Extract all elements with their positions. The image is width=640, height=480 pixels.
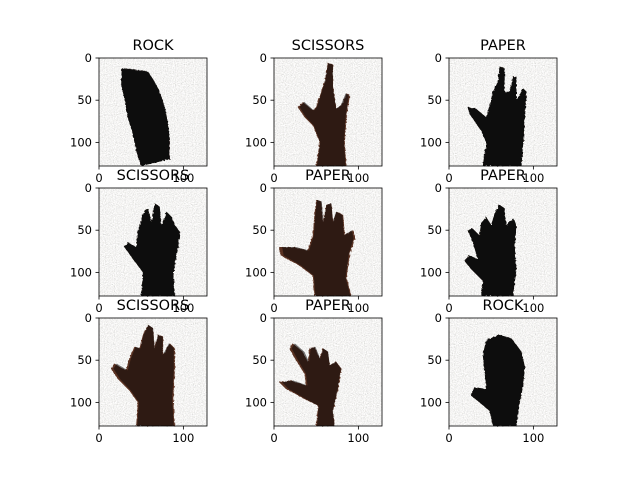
hand-silhouette — [464, 204, 517, 296]
axes-frame — [273, 57, 383, 167]
hand-silhouette — [297, 63, 350, 166]
axes-frame — [98, 187, 208, 297]
hand-silhouette — [279, 343, 342, 426]
hand-silhouette — [110, 324, 175, 426]
subplot-title: SCISSORS — [117, 168, 190, 184]
subplot-title: PAPER — [305, 298, 351, 314]
x-tick-label: 0 — [95, 431, 102, 445]
y-tick-label: 100 — [420, 395, 442, 409]
y-tick-label: 100 — [70, 265, 92, 279]
y-tick-label: 50 — [252, 223, 267, 237]
x-tick-label: 0 — [270, 171, 277, 185]
y-tick-label: 0 — [260, 51, 267, 65]
y-tick-label: 100 — [245, 135, 267, 149]
y-tick-label: 50 — [427, 353, 442, 367]
axes-frame — [448, 57, 558, 167]
y-tick-label: 0 — [435, 51, 442, 65]
y-tick-label: 50 — [252, 353, 267, 367]
x-tick-label: 0 — [445, 431, 452, 445]
y-tick-label: 0 — [85, 51, 92, 65]
y-tick-label: 100 — [70, 135, 92, 149]
y-tick-label: 50 — [77, 353, 92, 367]
hand-silhouette — [467, 66, 527, 166]
axes-frame — [448, 317, 558, 427]
hand-shadow — [113, 324, 174, 426]
hand-shape — [120, 68, 170, 166]
y-tick-label: 50 — [77, 223, 92, 237]
subplot-title: ROCK — [482, 298, 524, 314]
y-tick-label: 100 — [420, 135, 442, 149]
y-tick-label: 50 — [427, 223, 442, 237]
subplot-title: SCISSORS — [117, 298, 190, 314]
hand-silhouette — [470, 334, 525, 426]
subplot-title: PAPER — [480, 38, 526, 54]
hand-silhouette — [120, 68, 170, 166]
y-tick-label: 100 — [420, 265, 442, 279]
subplot-title: SCISSORS — [292, 38, 365, 54]
x-tick-label: 100 — [172, 301, 194, 315]
y-tick-label: 0 — [260, 311, 267, 325]
axes-frame — [273, 187, 383, 297]
hand-shape — [124, 203, 180, 296]
hand-silhouette — [124, 203, 180, 296]
y-tick-label: 50 — [77, 93, 92, 107]
subplot-title: PAPER — [480, 168, 526, 184]
y-tick-label: 0 — [435, 311, 442, 325]
axes-frame — [273, 317, 383, 427]
subplot-1: 0 100 0 50 100 ROCK — [70, 38, 208, 185]
y-tick-label: 0 — [435, 181, 442, 195]
y-tick-label: 100 — [245, 395, 267, 409]
y-tick-label: 50 — [427, 93, 442, 107]
hand-silhouette — [279, 199, 355, 296]
x-tick-label: 100 — [522, 171, 544, 185]
y-tick-label: 0 — [260, 181, 267, 195]
x-tick-label: 100 — [347, 171, 369, 185]
hand-shape — [464, 204, 517, 296]
y-tick-label: 0 — [85, 181, 92, 195]
x-tick-label: 0 — [95, 171, 102, 185]
y-tick-label: 100 — [70, 395, 92, 409]
x-tick-label: 100 — [172, 431, 194, 445]
x-tick-label: 100 — [347, 301, 369, 315]
x-tick-label: 0 — [270, 431, 277, 445]
y-tick-label: 50 — [252, 93, 267, 107]
axes-frame — [98, 57, 208, 167]
x-tick-label: 100 — [172, 171, 194, 185]
x-tick-label: 100 — [522, 301, 544, 315]
hand-shadow — [299, 63, 349, 166]
hand-shape — [470, 334, 525, 426]
y-tick-label: 100 — [245, 265, 267, 279]
axes-frame — [98, 317, 208, 427]
x-tick-label: 0 — [95, 301, 102, 315]
subplot-title: ROCK — [132, 38, 174, 54]
x-tick-label: 100 — [347, 431, 369, 445]
hand-shadow — [282, 199, 354, 296]
axes-frame — [448, 187, 558, 297]
subplot-title: PAPER — [305, 168, 351, 184]
x-tick-label: 100 — [522, 431, 544, 445]
hand-shadow — [282, 343, 341, 426]
subplot-2: 0 100 0 50 100 SCISSORS — [245, 38, 383, 185]
y-tick-label: 0 — [85, 311, 92, 325]
hand-shape — [467, 66, 527, 166]
x-tick-label: 0 — [445, 301, 452, 315]
x-tick-label: 0 — [270, 301, 277, 315]
x-tick-label: 0 — [445, 171, 452, 185]
